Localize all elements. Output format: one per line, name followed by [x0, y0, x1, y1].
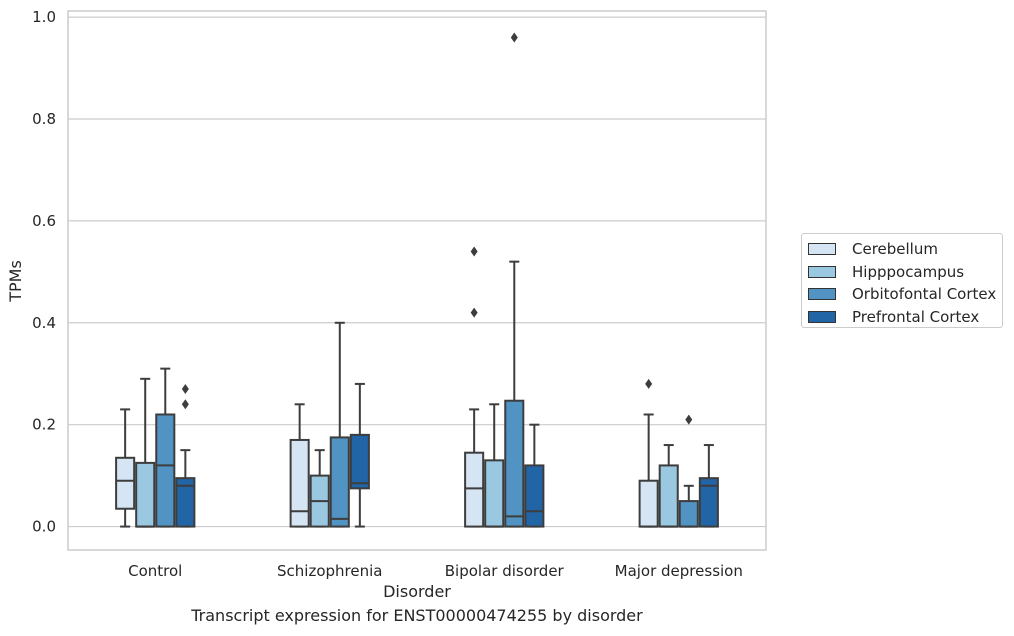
- box: [464, 451, 485, 528]
- box-2-2: [504, 32, 525, 528]
- box: [175, 477, 196, 528]
- y-tick-label: 0.4: [32, 314, 56, 332]
- box: [135, 461, 156, 528]
- legend-swatch: [808, 288, 836, 301]
- legend-label: Orbitofontal Cortex: [852, 285, 997, 304]
- legend-swatch: [808, 265, 836, 278]
- box: [289, 438, 310, 528]
- box-1-1: [309, 449, 330, 528]
- box: [484, 459, 505, 528]
- outlier-point: [181, 399, 189, 410]
- legend: Cerebellum Hipppocampus Orbitofontal Corte…: [801, 233, 1003, 328]
- x-tick-label: Bipolar disorder: [445, 562, 565, 580]
- box: [524, 464, 545, 528]
- outlier-point: [645, 378, 653, 389]
- legend-swatch: [808, 243, 836, 256]
- outlier-point: [510, 32, 518, 43]
- box-1-0: [289, 403, 310, 528]
- x-tick-labels: Control Schizophrenia Bipolar disorder Majo…: [128, 562, 743, 580]
- plot-frame: [67, 10, 767, 551]
- box: [658, 464, 679, 528]
- outlier-point: [685, 414, 693, 425]
- box-3-1: [658, 444, 679, 528]
- y-axis-label: TPMs: [6, 260, 25, 303]
- y-tick-label: 0.8: [32, 110, 56, 128]
- box-plots: [115, 32, 719, 528]
- y-tick-labels: 0.0 0.2 0.4 0.6 0.8 1.0: [32, 8, 56, 535]
- box-2-3: [524, 423, 545, 528]
- outlier-point: [181, 384, 189, 395]
- figure-caption: Transcript expression for ENST0000047425…: [191, 606, 643, 625]
- legend-swatch: [808, 310, 836, 323]
- box: [349, 433, 370, 490]
- box-0-1: [135, 377, 156, 528]
- legend-item: Orbitofontal Cortex: [808, 283, 1002, 306]
- box: [678, 500, 699, 528]
- y-tick-label: 1.0: [32, 8, 56, 26]
- x-axis-label: Disorder: [383, 582, 451, 601]
- y-tick-label: 0.2: [32, 416, 56, 434]
- box-2-0: [464, 246, 485, 528]
- box-1-3: [349, 382, 370, 528]
- legend-label: Prefrontal Cortex: [852, 307, 980, 326]
- x-tick-label: Schizophrenia: [277, 562, 382, 580]
- legend-label: Cerebellum: [852, 240, 938, 259]
- outlier-point: [470, 246, 478, 257]
- y-tick-label: 0.6: [32, 212, 56, 230]
- legend-item: Prefrontal Cortex: [808, 306, 1002, 329]
- box: [504, 399, 525, 528]
- outlier-point: [470, 307, 478, 318]
- legend-item: Hipppocampus: [808, 261, 1002, 284]
- box-1-2: [329, 321, 350, 528]
- box: [155, 413, 176, 528]
- box: [638, 479, 659, 528]
- box-3-3: [698, 444, 719, 528]
- box-3-2: [678, 414, 699, 528]
- box-0-3: [175, 384, 196, 528]
- box-2-1: [484, 403, 505, 528]
- box-0-2: [155, 367, 176, 528]
- legend-item: Cerebellum: [808, 238, 1002, 261]
- y-tick-label: 0.0: [32, 518, 56, 536]
- x-tick-label: Control: [128, 562, 182, 580]
- box-0-0: [115, 408, 136, 528]
- box-3-0: [638, 378, 659, 528]
- x-tick-label: Major depression: [615, 562, 743, 580]
- legend-label: Hipppocampus: [852, 262, 965, 281]
- box: [329, 436, 350, 528]
- box: [115, 456, 136, 510]
- box: [698, 477, 719, 528]
